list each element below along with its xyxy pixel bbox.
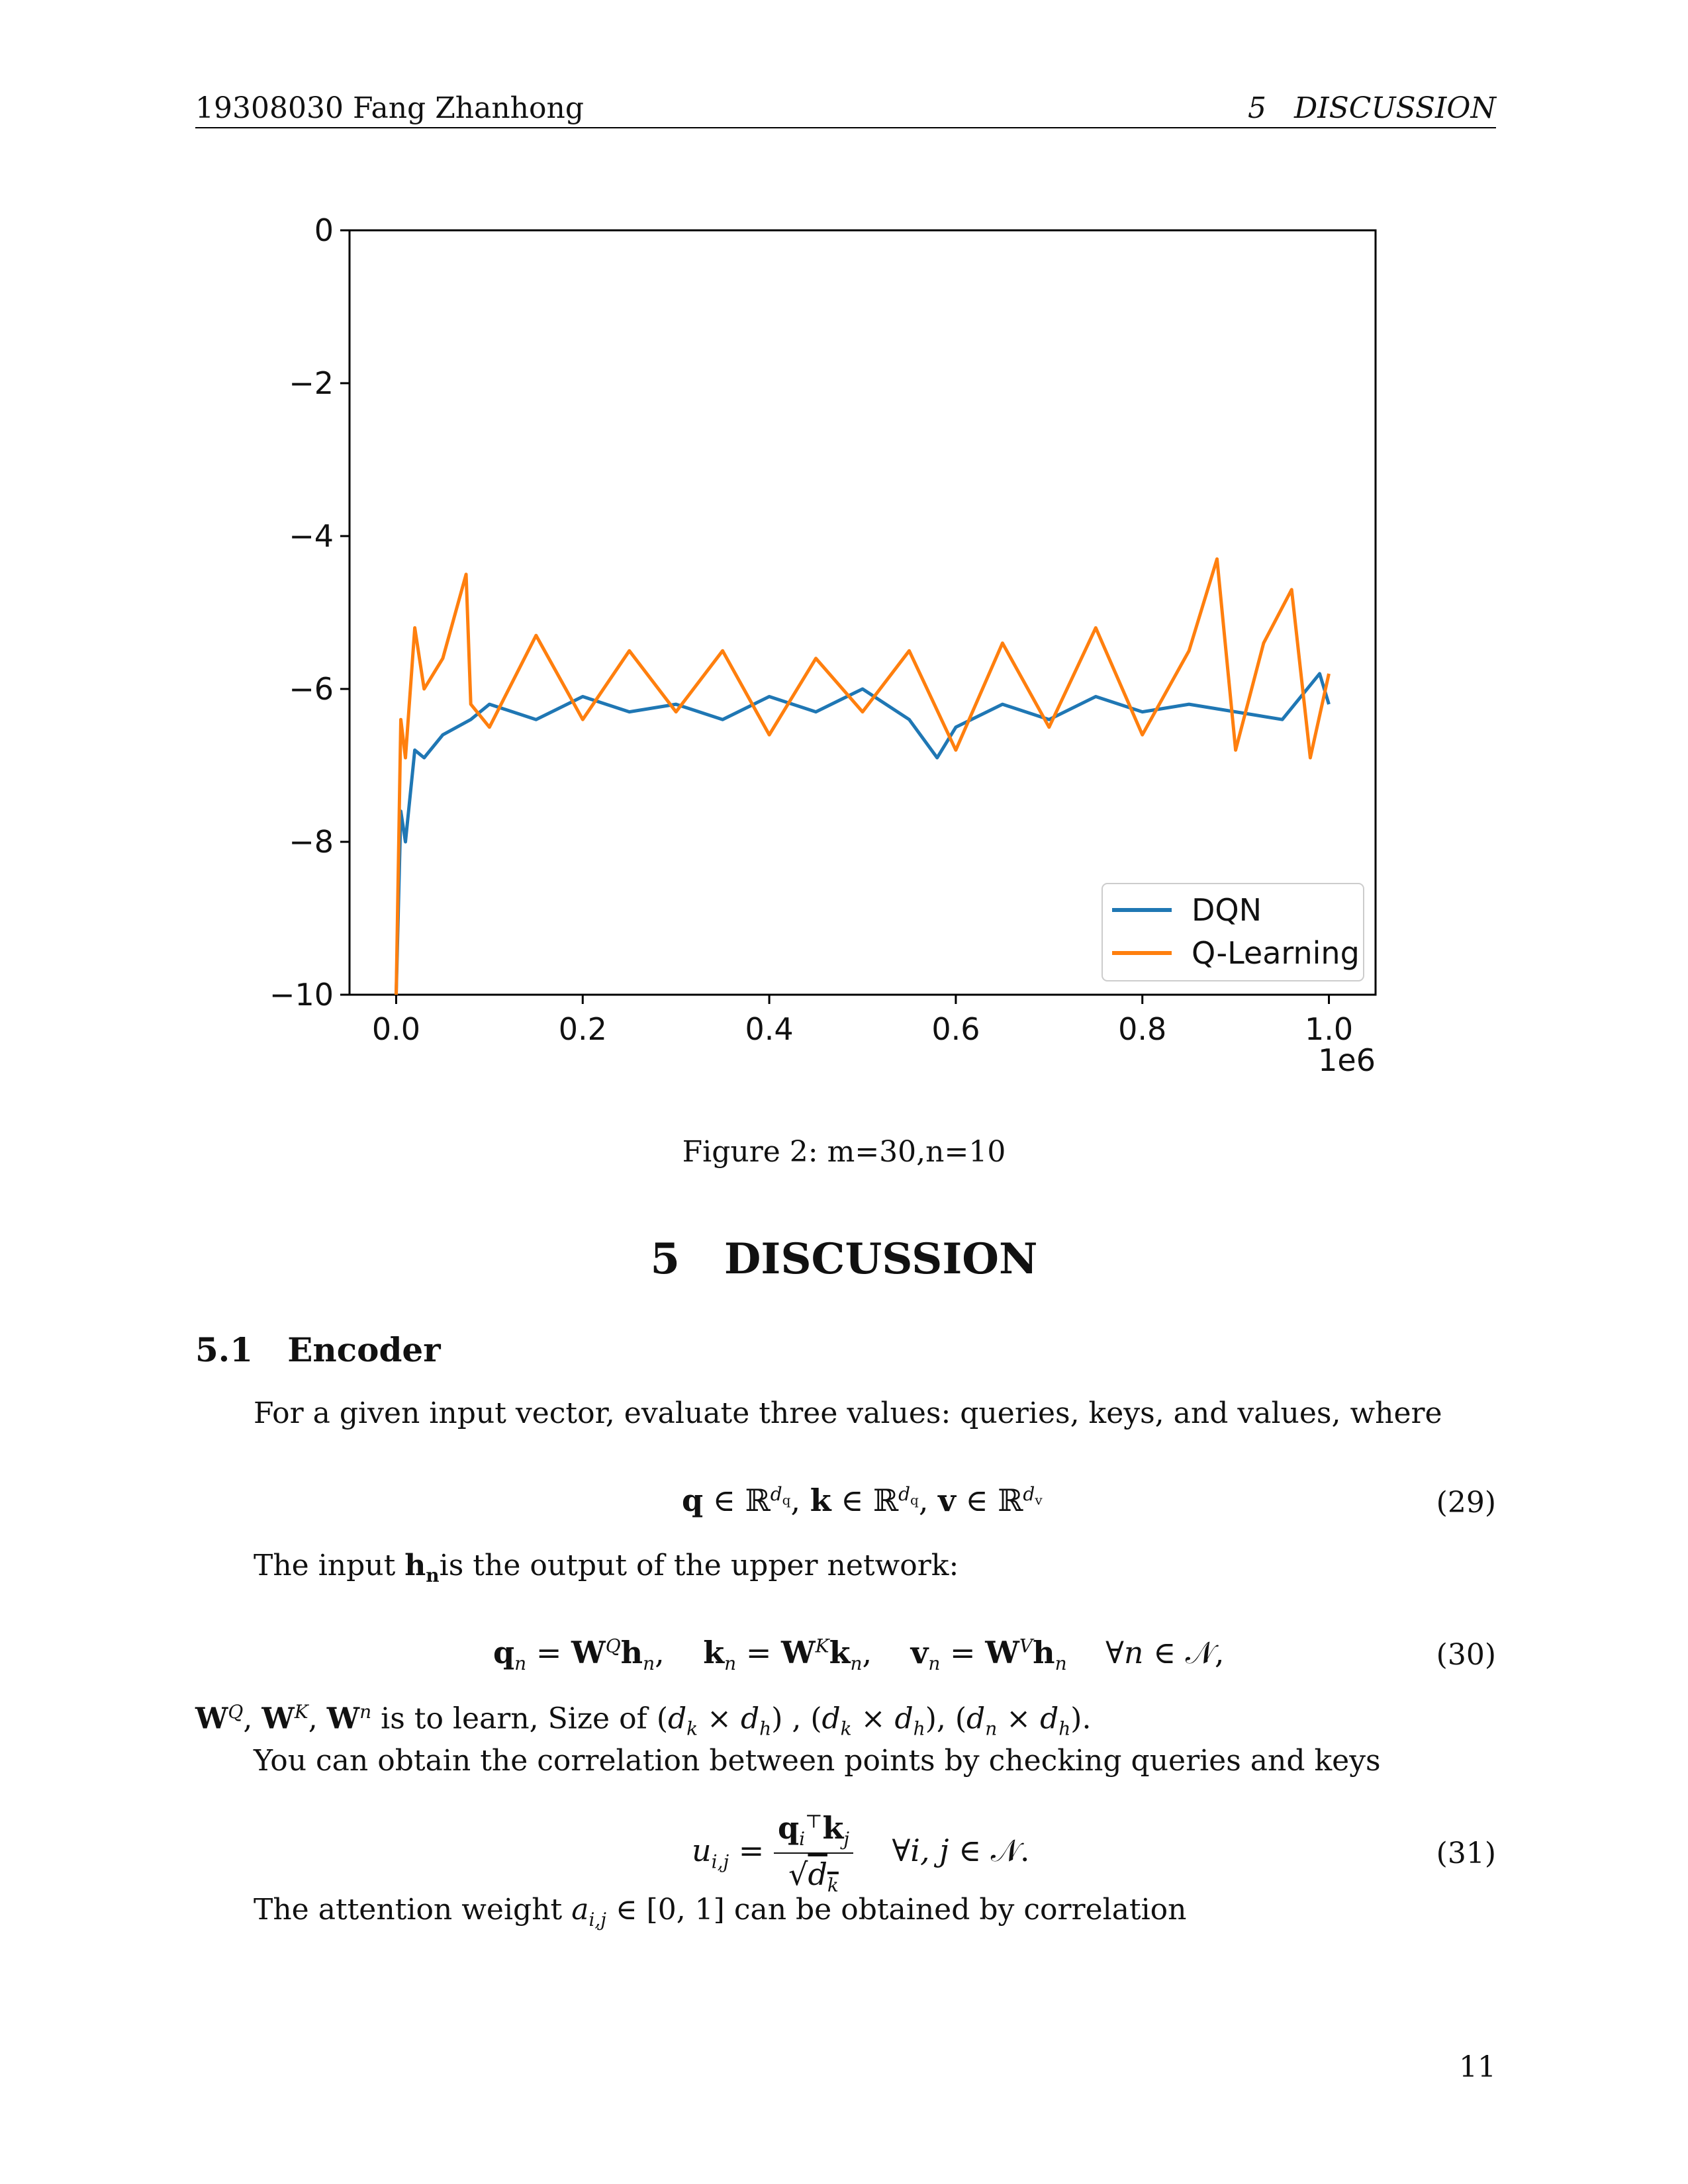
figure-caption: Figure 2: m=30,n=10 bbox=[682, 1135, 1006, 1169]
p5-b: can be obtained by correlation bbox=[724, 1893, 1187, 1927]
p2-b: is the output of the upper network: bbox=[439, 1549, 959, 1582]
x-tick-label: 0.2 bbox=[559, 1011, 607, 1047]
chart-legend: DQN Q-Learning bbox=[1102, 883, 1364, 981]
p2-hn-sub: n bbox=[426, 1564, 440, 1586]
paragraph-correlation: You can obtain the correlation between p… bbox=[254, 1744, 1381, 1778]
x-tick-label: 0.0 bbox=[372, 1011, 420, 1047]
line-chart: 0.0 0.2 0.4 0.6 0.8 1.0 0 −2 −4 −6 −8 −10 1e6 DQN Q… bbox=[269, 212, 1377, 1078]
p5-a: The attention weight bbox=[254, 1893, 572, 1927]
paragraph-attention: The attention weight ai,j ∈ [0, 1] can b… bbox=[254, 1893, 1187, 1931]
paragraph-input: The input hnis the output of the upper n… bbox=[254, 1549, 959, 1586]
x-tick-label: 0.6 bbox=[931, 1011, 980, 1047]
header-rule bbox=[195, 127, 1496, 128]
series-line-qlearning bbox=[395, 557, 1331, 995]
plot-frame bbox=[348, 229, 1377, 996]
x-tick-label: 1.0 bbox=[1305, 1011, 1353, 1047]
p2-hn: h bbox=[404, 1549, 426, 1582]
y-tick-label: −2 bbox=[289, 365, 334, 401]
equation-number-30: (30) bbox=[1436, 1638, 1496, 1672]
y-tick-label: 0 bbox=[314, 212, 334, 248]
p2-a: The input bbox=[254, 1549, 405, 1582]
series-line-dqn bbox=[395, 672, 1331, 995]
equation-30: qn = WQhn, kn = WKkn, vn = WVhn ∀n ∈ 𝒩, bbox=[493, 1635, 1225, 1675]
y-tick-label: −10 bbox=[269, 977, 334, 1013]
legend-label-dqn: DQN bbox=[1192, 892, 1262, 928]
y-tick-label: −8 bbox=[289, 824, 334, 860]
x-tick-label: 0.8 bbox=[1118, 1011, 1166, 1047]
equation-number-31: (31) bbox=[1436, 1837, 1496, 1870]
running-header-left: 19308030 Fang Zhanhong bbox=[195, 91, 585, 125]
x-tick-label: 0.4 bbox=[745, 1011, 794, 1047]
y-tick-label: −4 bbox=[289, 518, 334, 554]
y-tick-label: −6 bbox=[289, 671, 334, 707]
section-title: 5 DISCUSSION bbox=[650, 1234, 1038, 1284]
equation-number-29: (29) bbox=[1436, 1486, 1496, 1520]
page-number: 11 bbox=[1459, 2050, 1496, 2084]
subsection-title: 5.1 Encoder bbox=[195, 1330, 441, 1369]
equation-29: q ∈ ℝdq, k ∈ ℝdq, v ∈ ℝdv bbox=[682, 1482, 1043, 1518]
p3-text: is to learn, Size of bbox=[371, 1702, 657, 1736]
paragraph-weights: WQ, WK, Wn is to learn, Size of (dk × dh… bbox=[195, 1701, 1092, 1740]
legend-label-qlearning: Q-Learning bbox=[1192, 935, 1360, 971]
paragraph-intro: For a given input vector, evaluate three… bbox=[254, 1396, 1442, 1430]
equation-31: ui,j = qi⊤kj √dk ∀i, j ∈ 𝒩. bbox=[692, 1810, 1030, 1897]
running-header-right: 5 DISCUSSION bbox=[1248, 91, 1496, 125]
x-offset-label: 1e6 bbox=[1318, 1042, 1376, 1078]
